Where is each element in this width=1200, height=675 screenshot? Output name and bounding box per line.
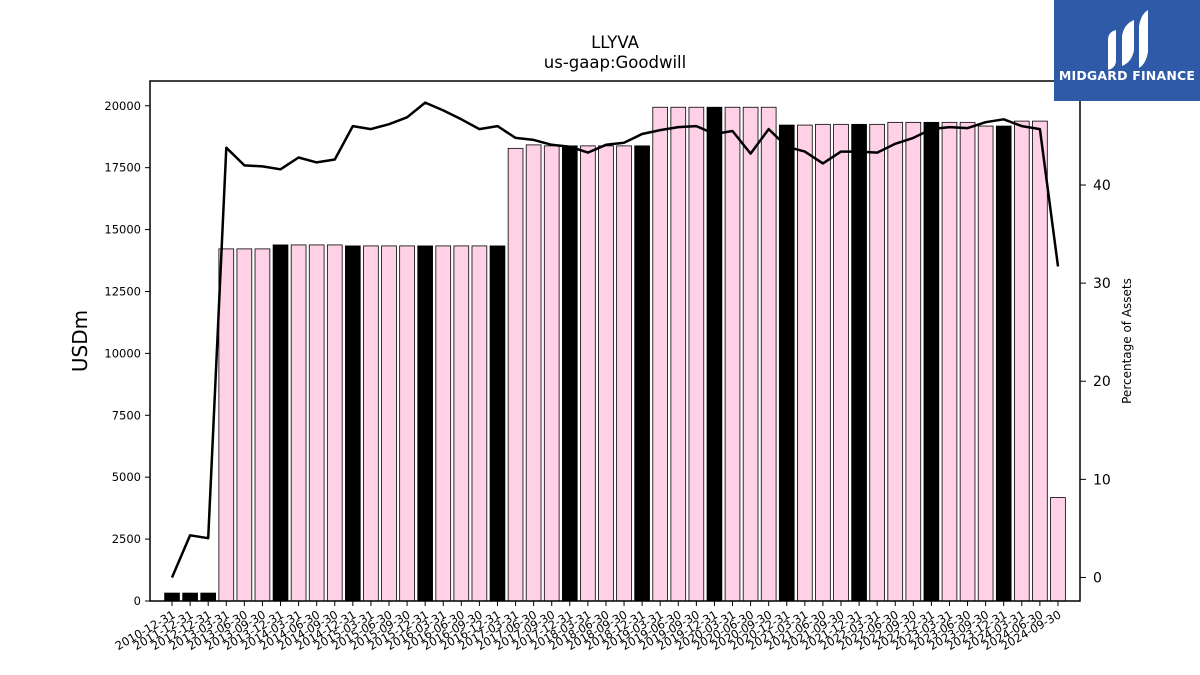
bar-2014-06-30: [308, 244, 325, 602]
bar-2019-12-31: [706, 106, 723, 602]
y2-tick-label: 20: [1093, 374, 1111, 390]
bar-2023-12-31: [995, 125, 1012, 602]
y-tick-label: 0: [134, 594, 141, 608]
bar-2016-03-31: [435, 245, 452, 602]
bar-2018-06-30: [598, 145, 614, 602]
plot-frame: [149, 80, 1081, 602]
bar-2023-06-30: [959, 121, 976, 602]
bar-2019-09-30: [688, 106, 705, 602]
bar-2017-06-30: [525, 144, 542, 602]
bar-2022-12-31: [923, 121, 940, 602]
bar-2015-09-30: [399, 245, 415, 602]
bar-2016-09-30: [471, 245, 488, 602]
line-layer: [170, 101, 1060, 578]
y-tick-label: 7500: [112, 408, 141, 422]
bar-2024-09-30: [1050, 497, 1066, 602]
bar-2020-06-30: [742, 106, 759, 602]
bar-2014-09-30: [326, 244, 343, 602]
y2-axis-label: Percentage of Assets: [1120, 278, 1134, 404]
bar-2020-12-31: [778, 124, 795, 602]
bar-2021-06-30: [815, 123, 831, 602]
bar-2024-03-31: [1013, 120, 1030, 602]
bar-2023-09-30: [977, 125, 994, 602]
y-tick-label: 17500: [104, 161, 141, 175]
bar-2024-06-30: [1032, 120, 1048, 602]
bar-2013-09-30: [254, 248, 271, 602]
bar-2018-09-30: [616, 145, 632, 602]
bar-2015-06-30: [381, 245, 397, 602]
bar-2021-09-30: [833, 123, 849, 602]
bar-2018-03-31: [580, 145, 596, 602]
y-tick-label: 20000: [104, 99, 141, 113]
bar-2022-09-30: [905, 121, 922, 602]
chart-subtitle: us-gaap:Goodwill: [544, 53, 686, 72]
y2-tick-label: 0: [1093, 570, 1102, 586]
y-axis-right: 0 10 20 30 40: [1080, 178, 1111, 586]
bar-2015-03-31: [363, 245, 379, 602]
midgard-logo-icon: [1108, 10, 1148, 70]
y-tick-label: 2500: [112, 532, 141, 546]
y2-tick-label: 40: [1093, 178, 1111, 194]
bar-2016-12-31: [489, 245, 506, 602]
bar-2012-12-31: [200, 592, 217, 602]
bar-2019-06-30: [670, 106, 687, 602]
y-tick-label: 5000: [112, 470, 141, 484]
y2-tick-label: 10: [1093, 472, 1111, 488]
bar-2010-12-31: [164, 592, 180, 602]
bar-2020-09-30: [760, 106, 777, 602]
bar-2014-03-31: [290, 244, 307, 602]
bar-2019-03-31: [652, 106, 669, 602]
y-tick-label: 15000: [104, 223, 141, 237]
bar-2017-09-30: [543, 145, 560, 602]
bar-2018-12-31: [634, 145, 650, 602]
bars-layer: [164, 106, 1066, 602]
y-tick-label: 10000: [104, 346, 141, 360]
bar-2017-03-31: [507, 147, 524, 602]
y2-tick-label: 30: [1093, 276, 1111, 292]
bar-2022-03-31: [869, 123, 885, 602]
bar-2013-03-31: [218, 248, 235, 602]
y-tick-label: 12500: [104, 284, 141, 298]
bar-2021-03-31: [797, 124, 813, 602]
bar-2022-06-30: [887, 121, 904, 602]
bar-2013-06-30: [236, 248, 253, 602]
bar-2014-12-31: [345, 245, 361, 602]
brand-name: MIDGARD FINANCE: [1058, 68, 1196, 83]
y-axis-left: 0 2500 5000 7500 10000 12500 15000 17500 20000: [104, 99, 150, 608]
x-axis: 2010-12-312011-12-312012-12-312013-03-31…: [113, 601, 1063, 653]
bar-2023-03-31: [941, 121, 958, 602]
brand-logo: MIDGARD FINANCE: [1054, 0, 1200, 101]
bar-2016-06-30: [453, 245, 470, 602]
chart-title: LLYVA: [591, 33, 640, 52]
bar-2015-12-31: [417, 245, 433, 602]
percentage-line: [170, 101, 1060, 578]
bar-2011-12-31: [182, 592, 198, 602]
bar-2021-12-31: [851, 123, 867, 602]
bar-2020-03-31: [724, 106, 741, 602]
y-axis-label: USDm: [68, 310, 92, 372]
bar-2013-12-31: [272, 244, 289, 602]
bar-2017-12-31: [561, 145, 578, 602]
